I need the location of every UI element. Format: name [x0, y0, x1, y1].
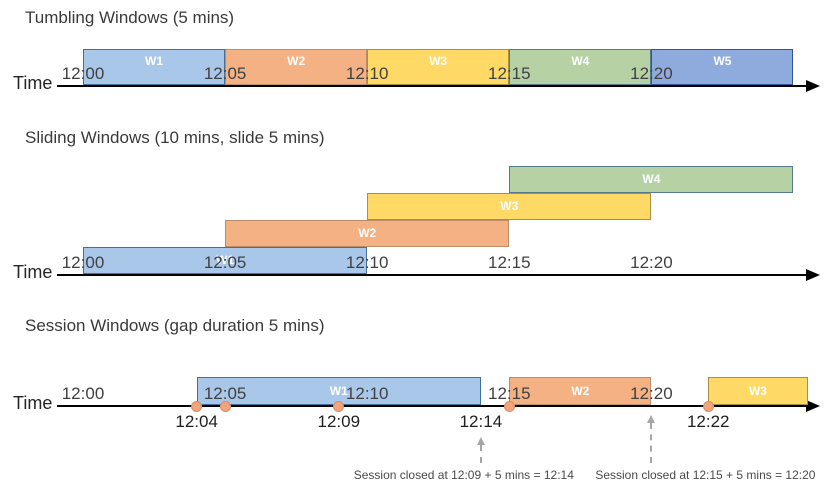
- tick-label: 12:00: [61, 384, 105, 403]
- window-bar-w1: W1: [196, 377, 481, 405]
- window-bar-w1: W1: [83, 247, 368, 274]
- window-bar-w3: W3: [367, 49, 510, 85]
- event-dot: [333, 400, 345, 412]
- time-axis-label: Time: [13, 262, 53, 282]
- event-dot: [503, 400, 515, 412]
- arrow-dashed-line: [479, 445, 482, 463]
- timeline: [57, 274, 808, 276]
- window-label: W5: [713, 54, 732, 68]
- event-dot: [191, 400, 203, 412]
- window-label: W3: [500, 199, 519, 213]
- tick-label: 12:00: [61, 253, 105, 272]
- timeline: [57, 85, 808, 87]
- window-label: W2: [358, 226, 377, 240]
- arrow-dashed-line: [650, 423, 653, 463]
- window-bar-w2: W2: [225, 220, 510, 247]
- timeline-arrowhead-icon: [806, 400, 820, 412]
- window-bar-w3: W3: [708, 377, 808, 405]
- window-bar-w1: W1: [83, 49, 226, 85]
- section-title-session: Session Windows (gap duration 5 mins): [25, 316, 325, 335]
- event-time-label: 12:04: [175, 412, 218, 431]
- event-dot: [702, 400, 714, 412]
- time-axis-label: Time: [13, 73, 53, 93]
- tick-label: 12:10: [345, 384, 389, 403]
- window-label: W1: [216, 253, 235, 267]
- tick-label: 12:20: [630, 64, 673, 83]
- tick-label: 12:20: [630, 384, 673, 403]
- arrow-head-icon: [476, 437, 485, 445]
- tick-label: 12:20: [630, 253, 673, 272]
- tick-label: 12:05: [203, 64, 247, 83]
- tick-label: 12:05: [203, 253, 247, 272]
- section-title-tumbling: Tumbling Windows (5 mins): [25, 8, 235, 27]
- annotation-text: Session closed at 12:09 + 5 mins = 12:14: [353, 468, 574, 482]
- window-bar-w4: W4: [509, 166, 794, 193]
- timeline-arrowhead-icon: [806, 80, 820, 92]
- section-title-sliding: Sliding Windows (10 mins, slide 5 mins): [25, 128, 325, 147]
- tick-label: 12:05: [203, 384, 247, 403]
- window-label: W3: [429, 54, 448, 68]
- time-axis-label: Time: [13, 393, 53, 413]
- arrow-head-icon: [647, 415, 656, 423]
- window-label: W1: [145, 54, 164, 68]
- session-close-arrow-icon: [476, 437, 485, 463]
- event-time-label: 12:14: [459, 412, 503, 431]
- event-dot: [219, 400, 231, 412]
- window-label: W2: [287, 54, 306, 68]
- timeline-arrowhead-icon: [806, 269, 820, 281]
- window-label: W2: [571, 383, 590, 398]
- tick-label: 12:15: [488, 384, 531, 403]
- timeline: [57, 405, 808, 407]
- event-time-label: 12:09: [317, 412, 361, 431]
- tick-label: 12:10: [345, 64, 389, 83]
- window-label: W3: [748, 383, 767, 398]
- window-bar-w3: W3: [367, 193, 652, 220]
- tick-label: 12:00: [61, 64, 105, 83]
- window-bar-w4: W4: [509, 49, 652, 85]
- window-bar-w5: W5: [651, 49, 794, 85]
- tick-label: 12:15: [488, 64, 531, 83]
- tick-label: 12:15: [488, 253, 531, 272]
- tick-label: 12:10: [345, 253, 389, 272]
- window-bar-w2: W2: [225, 49, 368, 85]
- annotation-text: Session closed at 12:15 + 5 mins = 12:20: [595, 468, 816, 482]
- window-label: W1: [329, 383, 348, 398]
- session-close-arrow-icon: [647, 415, 656, 463]
- window-label: W4: [571, 54, 590, 68]
- window-bar-w2: W2: [509, 377, 652, 405]
- window-label: W4: [642, 172, 661, 186]
- event-time-label: 12:22: [686, 412, 730, 431]
